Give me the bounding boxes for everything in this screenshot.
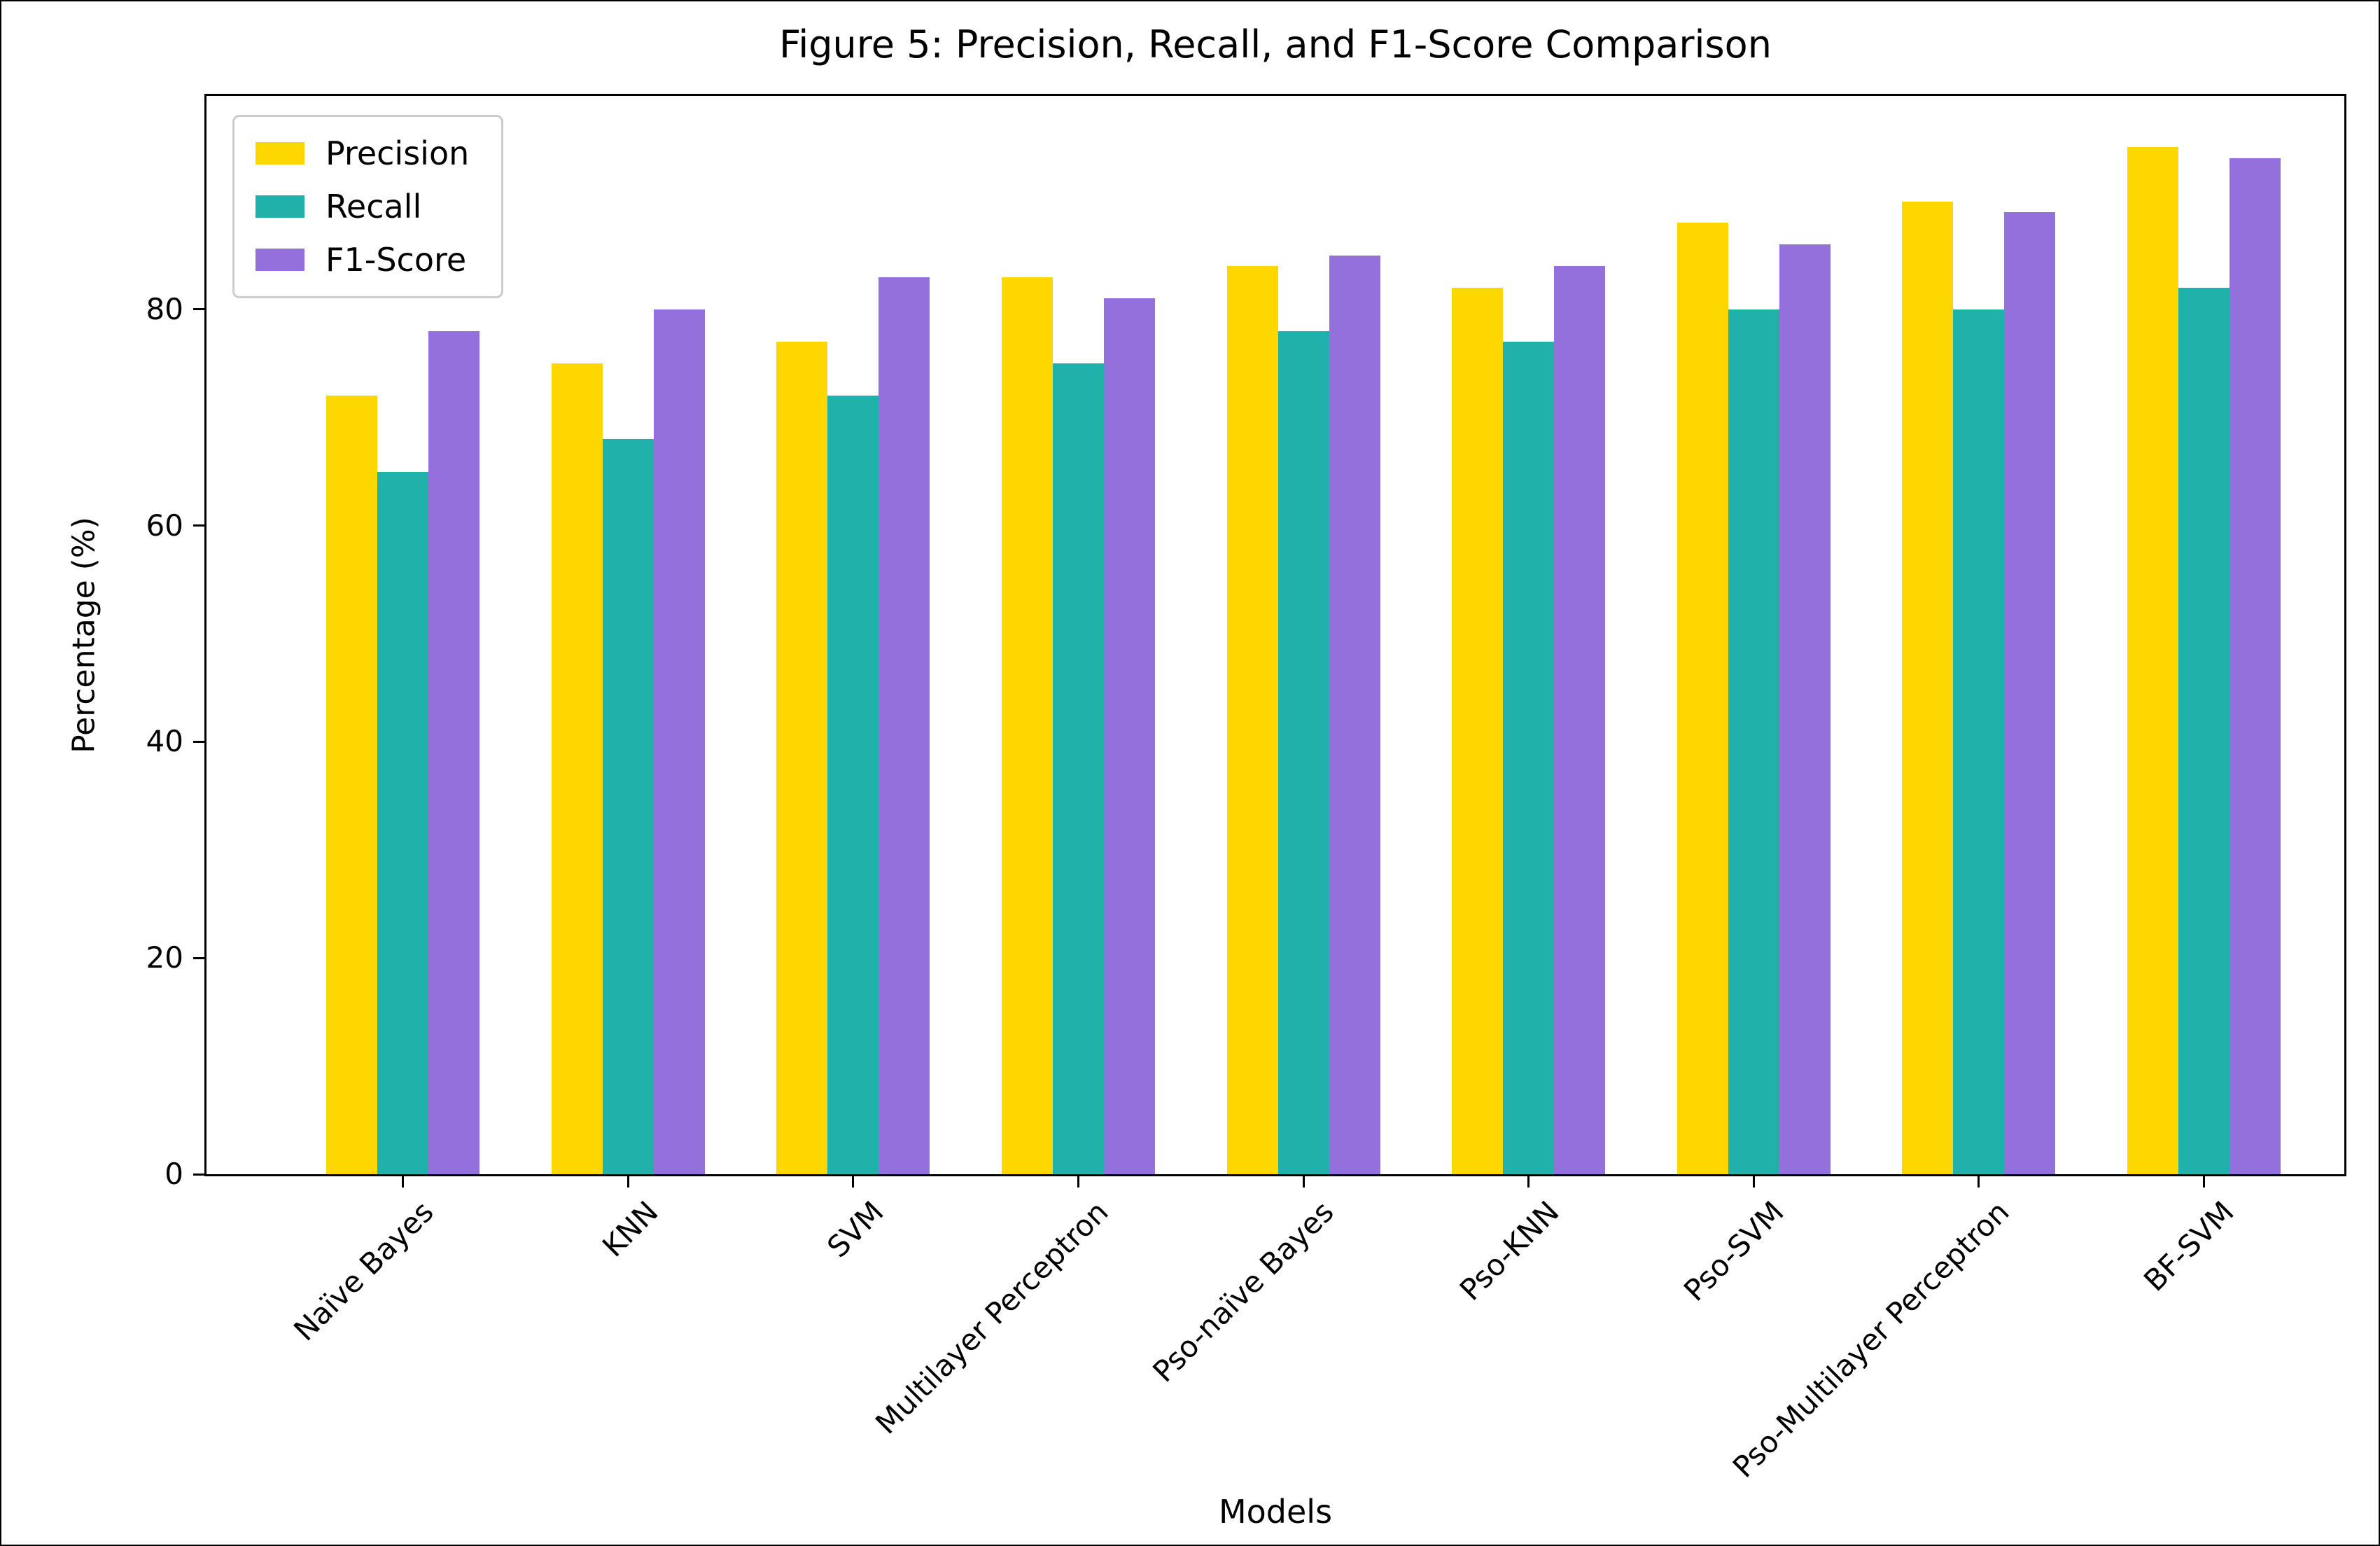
y-tick-label: 60 bbox=[146, 508, 183, 543]
x-tick-mark bbox=[1302, 1176, 1305, 1188]
bar-precision bbox=[1226, 266, 1278, 1174]
legend-swatch-recall bbox=[255, 195, 304, 218]
bar-f1-score bbox=[1103, 298, 1155, 1174]
bar-precision bbox=[2127, 147, 2178, 1174]
x-tick-mark bbox=[2202, 1176, 2205, 1188]
legend-label: Recall bbox=[326, 188, 422, 225]
x-axis-label: Models bbox=[1218, 1493, 1333, 1531]
x-tick-label: Naïve Bayes bbox=[286, 1195, 440, 1348]
bar-f1-score bbox=[1554, 266, 1606, 1174]
bar-recall bbox=[1953, 309, 2005, 1174]
bar-recall bbox=[1728, 309, 1779, 1174]
x-tick-label: Pso-SVM bbox=[1677, 1195, 1791, 1308]
bar-recall bbox=[1052, 363, 1104, 1174]
bar-recall bbox=[1503, 342, 1555, 1174]
legend: Precision Recall F1-Score bbox=[232, 115, 504, 298]
bar-group bbox=[290, 96, 516, 1174]
bar-group bbox=[2092, 96, 2317, 1174]
legend-entry: Precision bbox=[255, 135, 469, 172]
bar-recall bbox=[2178, 288, 2230, 1174]
bar-recall bbox=[602, 439, 654, 1174]
bar-recall bbox=[1278, 330, 1329, 1174]
legend-entry: Recall bbox=[255, 188, 469, 225]
chart-title: Figure 5: Precision, Recall, and F1-Scor… bbox=[779, 22, 1772, 67]
x-tick-mark bbox=[402, 1176, 405, 1188]
bar-precision bbox=[551, 363, 603, 1174]
bar-group bbox=[1866, 96, 2092, 1174]
x-tick-label: Pso-KNN bbox=[1452, 1195, 1566, 1307]
x-tick-mark bbox=[852, 1176, 855, 1188]
y-tick-label: 40 bbox=[146, 724, 183, 759]
bar-group bbox=[741, 96, 966, 1174]
x-tick-mark bbox=[1527, 1176, 1530, 1188]
legend-label: Precision bbox=[326, 134, 470, 172]
bar-f1-score bbox=[2229, 158, 2281, 1174]
y-tick-mark bbox=[193, 740, 204, 743]
y-tick-label: 20 bbox=[146, 940, 183, 975]
bar-f1-score bbox=[878, 277, 930, 1174]
x-tick-label: Pso-naïve Bayes bbox=[1146, 1195, 1340, 1389]
x-tick-mark bbox=[1077, 1176, 1079, 1188]
legend-label: F1-Score bbox=[326, 241, 467, 279]
x-tick-mark bbox=[1977, 1176, 1980, 1188]
y-tick-mark bbox=[193, 1173, 204, 1176]
bar-precision bbox=[1902, 201, 1954, 1174]
legend-swatch-precision bbox=[255, 142, 304, 165]
bar-f1-score bbox=[1779, 244, 1830, 1174]
bar-group bbox=[1191, 96, 1416, 1174]
bar-precision bbox=[1001, 277, 1053, 1174]
y-tick-label: 80 bbox=[146, 291, 183, 326]
bar-f1-score bbox=[1329, 255, 1380, 1174]
plot-area bbox=[204, 94, 2346, 1176]
y-axis-label: Percentage (%) bbox=[66, 517, 102, 753]
bar-group bbox=[516, 96, 741, 1174]
bar-precision bbox=[776, 342, 828, 1174]
x-tick-label: BF-SVM bbox=[2137, 1195, 2241, 1298]
y-tick-mark bbox=[193, 956, 204, 959]
x-tick-label: Multilayer Perceptron bbox=[869, 1195, 1116, 1441]
bar-f1-score bbox=[428, 330, 480, 1174]
bar-recall bbox=[827, 396, 879, 1174]
x-tick-label: KNN bbox=[596, 1195, 665, 1264]
bar-precision bbox=[1676, 223, 1728, 1174]
legend-swatch-f1-score bbox=[255, 249, 304, 271]
bar-recall bbox=[377, 471, 429, 1174]
bar-f1-score bbox=[2004, 211, 2056, 1174]
x-tick-mark bbox=[1752, 1176, 1755, 1188]
x-tick-mark bbox=[626, 1176, 629, 1188]
bar-group bbox=[966, 96, 1191, 1174]
bar-f1-score bbox=[653, 309, 705, 1174]
x-tick-label: SVM bbox=[820, 1195, 890, 1265]
bar-group bbox=[1641, 96, 1866, 1174]
legend-entries: Precision Recall F1-Score bbox=[255, 135, 469, 278]
bar-precision bbox=[326, 396, 378, 1174]
y-tick-mark bbox=[193, 308, 204, 311]
bars-row bbox=[206, 96, 2344, 1174]
y-tick-label: 0 bbox=[164, 1157, 183, 1191]
y-tick-mark bbox=[193, 524, 204, 527]
bar-group bbox=[1416, 96, 1642, 1174]
legend-entry: F1-Score bbox=[255, 242, 469, 278]
bar-precision bbox=[1452, 288, 1504, 1174]
